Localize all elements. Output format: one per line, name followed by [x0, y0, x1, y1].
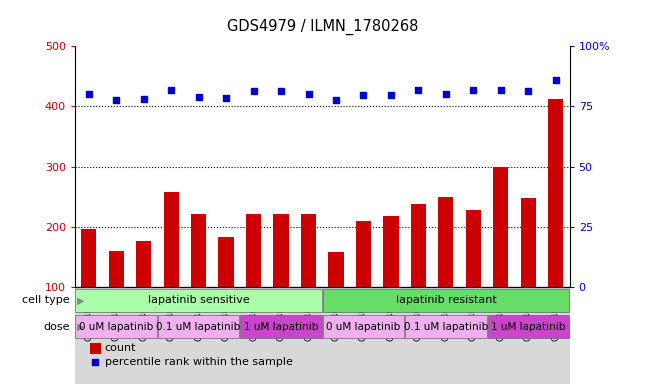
Bar — [136, 241, 151, 287]
Point — [83, 91, 94, 97]
Bar — [219, 237, 234, 287]
Bar — [240, 315, 322, 338]
Bar — [521, 198, 536, 287]
Bar — [438, 197, 454, 287]
Bar — [356, 221, 371, 287]
Text: lapatinib resistant: lapatinib resistant — [396, 295, 496, 305]
Point — [331, 97, 341, 103]
Point — [166, 87, 176, 93]
Bar — [383, 216, 398, 287]
Text: dose: dose — [44, 321, 70, 332]
Text: 0.1 uM lapatinib: 0.1 uM lapatinib — [404, 321, 488, 332]
Point — [386, 92, 396, 98]
Bar — [466, 210, 481, 287]
Point — [221, 95, 231, 101]
Bar — [191, 214, 206, 287]
Point — [248, 88, 258, 94]
Text: 1 uM lapatinib: 1 uM lapatinib — [492, 321, 566, 332]
Point — [111, 97, 121, 103]
Point — [139, 96, 149, 102]
Text: 0.1 uM lapatinib: 0.1 uM lapatinib — [156, 321, 241, 332]
Point — [276, 88, 286, 94]
Bar — [301, 214, 316, 287]
Text: 0 uM lapatinib: 0 uM lapatinib — [79, 321, 153, 332]
Bar — [158, 315, 239, 338]
Text: GDS4979 / ILMN_1780268: GDS4979 / ILMN_1780268 — [227, 18, 418, 35]
Bar — [488, 315, 569, 338]
Text: ▶: ▶ — [77, 295, 85, 305]
Text: cell type: cell type — [22, 295, 70, 305]
Bar — [323, 289, 569, 312]
Bar — [75, 288, 570, 384]
Bar — [411, 204, 426, 287]
Text: count: count — [105, 343, 136, 353]
Text: 0 uM lapatinib: 0 uM lapatinib — [326, 321, 400, 332]
Point — [303, 91, 314, 97]
Bar — [493, 167, 508, 287]
Point — [501, 293, 512, 300]
Text: ▶: ▶ — [77, 321, 85, 332]
Bar — [246, 214, 261, 287]
Bar — [81, 229, 96, 287]
Bar — [406, 315, 486, 338]
Bar — [109, 251, 124, 287]
Bar — [76, 289, 322, 312]
Bar — [323, 315, 404, 338]
Point — [193, 94, 204, 100]
Point — [468, 87, 478, 93]
Bar — [548, 99, 564, 287]
Bar — [163, 192, 178, 287]
Point — [441, 91, 451, 98]
Bar — [76, 315, 157, 338]
Point — [358, 92, 368, 98]
Text: lapatinib sensitive: lapatinib sensitive — [148, 295, 249, 305]
Point — [413, 87, 424, 93]
Point — [523, 88, 534, 94]
Text: 1 uM lapatinib: 1 uM lapatinib — [244, 321, 318, 332]
Text: percentile rank within the sample: percentile rank within the sample — [105, 357, 292, 367]
Bar — [328, 252, 344, 287]
Bar — [90, 343, 101, 354]
Point — [551, 77, 561, 83]
Point — [495, 86, 506, 93]
Bar — [273, 214, 288, 287]
